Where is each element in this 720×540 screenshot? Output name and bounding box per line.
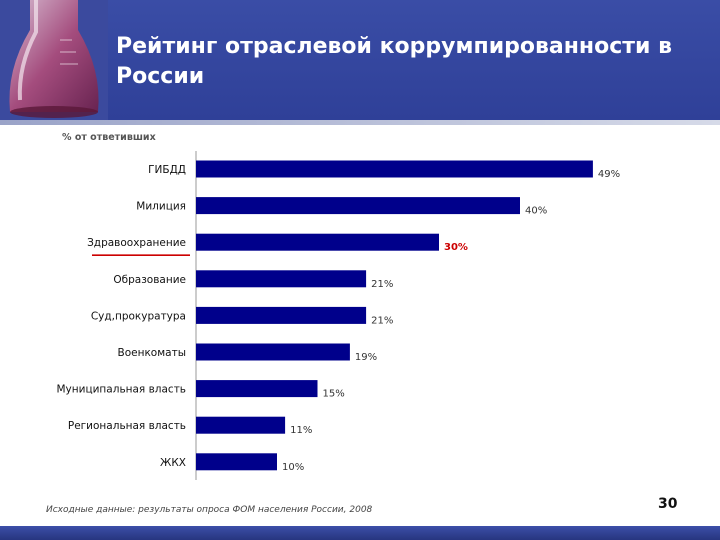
chart-subtitle: % от ответивших bbox=[62, 132, 156, 143]
source-note: Исходные данные: результаты опроса ФОМ н… bbox=[46, 505, 373, 515]
bar bbox=[196, 160, 593, 178]
value-label: 15% bbox=[323, 389, 345, 400]
bar bbox=[196, 380, 318, 398]
value-label: 21% bbox=[371, 279, 393, 290]
category-label: Региональная власть bbox=[68, 420, 186, 432]
bar bbox=[196, 416, 286, 434]
bar bbox=[196, 453, 277, 471]
header-divider bbox=[0, 120, 720, 125]
category-label: Суд,прокуратура bbox=[91, 310, 186, 322]
value-label: 19% bbox=[355, 352, 377, 363]
bar bbox=[196, 233, 439, 251]
value-label: 11% bbox=[290, 425, 312, 436]
category-label: ГИБДД bbox=[148, 164, 186, 176]
value-label: 40% bbox=[525, 206, 547, 217]
value-label: 49% bbox=[598, 169, 620, 180]
bar bbox=[196, 197, 520, 215]
bar bbox=[196, 306, 367, 324]
value-label: 21% bbox=[371, 315, 393, 326]
category-label: Военкоматы bbox=[118, 347, 186, 359]
value-label: 10% bbox=[282, 462, 304, 473]
flask-icon bbox=[0, 0, 108, 120]
bar-chart: ГИБДД 49% Милиция 40% Здравоохранение 30% Обра… bbox=[57, 151, 620, 480]
category-label: Образование bbox=[113, 274, 186, 286]
slide-header: Рейтинг отраслевой коррумпированности в … bbox=[0, 0, 720, 120]
slide-title: Рейтинг отраслевой коррумпированности в … bbox=[116, 34, 673, 89]
category-label: Милиция bbox=[136, 201, 186, 213]
bar bbox=[196, 270, 367, 288]
category-label: Муниципальная власть bbox=[57, 384, 187, 396]
page-number: 30 bbox=[658, 496, 678, 512]
bar bbox=[196, 343, 350, 361]
value-label: 30% bbox=[444, 242, 468, 253]
category-label: Здравоохранение bbox=[87, 237, 186, 249]
category-label: ЖКХ bbox=[160, 457, 186, 469]
footer-bar bbox=[0, 526, 720, 540]
